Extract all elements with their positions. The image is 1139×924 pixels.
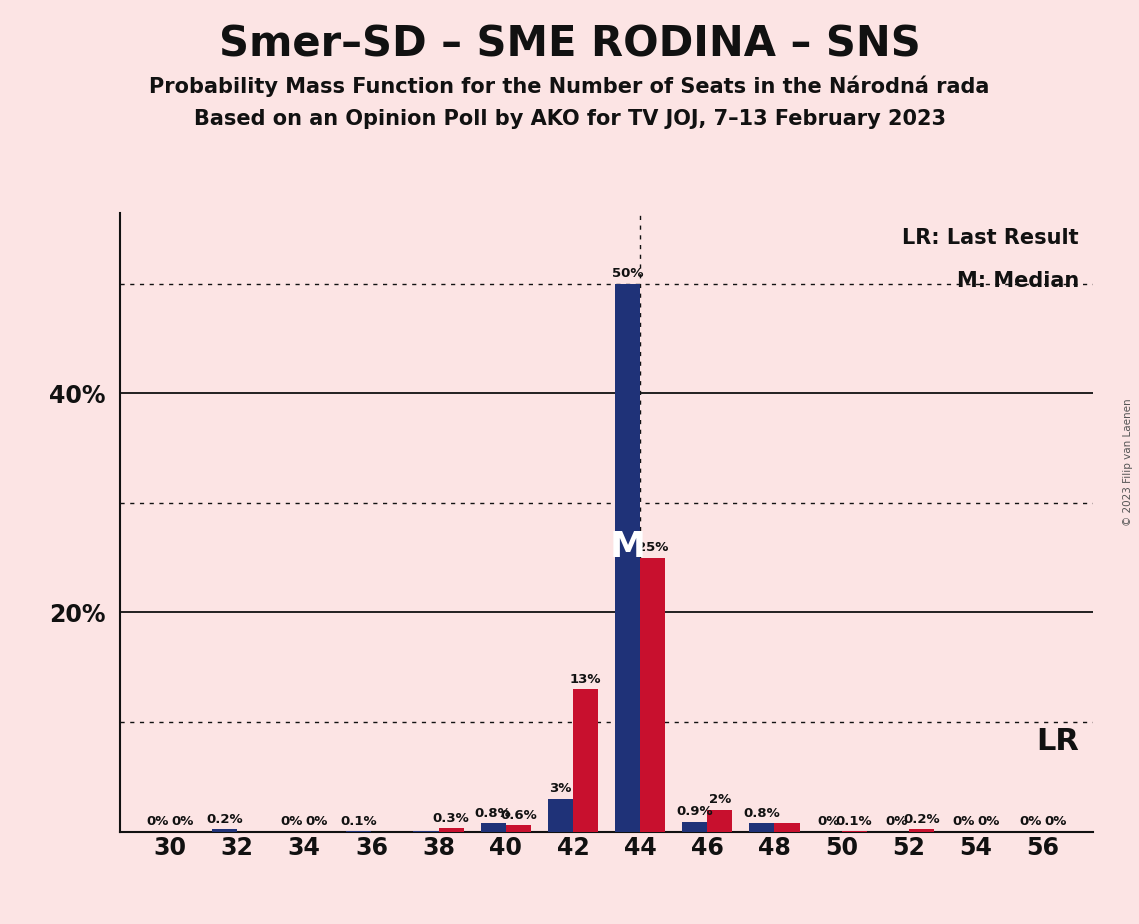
Text: 0%: 0% xyxy=(146,815,169,828)
Text: 0%: 0% xyxy=(1044,815,1067,828)
Text: 0.9%: 0.9% xyxy=(677,806,713,819)
Text: 0.2%: 0.2% xyxy=(903,813,940,826)
Text: 0.6%: 0.6% xyxy=(500,808,536,821)
Bar xyxy=(842,831,867,832)
Text: 0.8%: 0.8% xyxy=(744,807,780,820)
Text: 0%: 0% xyxy=(305,815,328,828)
Text: M: Median: M: Median xyxy=(957,272,1079,291)
Bar xyxy=(573,689,598,832)
Text: 2%: 2% xyxy=(708,794,731,807)
Text: Probability Mass Function for the Number of Seats in the Národná rada: Probability Mass Function for the Number… xyxy=(149,76,990,97)
Bar xyxy=(682,821,707,832)
Text: 0%: 0% xyxy=(280,815,303,828)
Bar xyxy=(548,798,573,832)
Bar xyxy=(707,809,732,832)
Text: 0.1%: 0.1% xyxy=(341,815,377,828)
Bar xyxy=(439,828,464,832)
Bar xyxy=(749,823,775,832)
Text: LR: LR xyxy=(1036,727,1079,757)
Text: 0%: 0% xyxy=(885,815,908,828)
Text: M: M xyxy=(609,529,646,564)
Text: 0%: 0% xyxy=(1019,815,1042,828)
Text: 25%: 25% xyxy=(637,541,669,554)
Bar xyxy=(506,825,531,832)
Bar xyxy=(615,284,640,832)
Bar xyxy=(640,558,665,832)
Text: 0%: 0% xyxy=(171,815,194,828)
Text: LR: Last Result: LR: Last Result xyxy=(902,228,1079,248)
Text: 0%: 0% xyxy=(977,815,1000,828)
Text: 0%: 0% xyxy=(818,815,841,828)
Bar xyxy=(775,823,800,832)
Text: 0.8%: 0.8% xyxy=(475,807,511,820)
Text: 0%: 0% xyxy=(952,815,975,828)
Bar xyxy=(212,830,237,832)
Bar xyxy=(909,830,934,832)
Text: 0.3%: 0.3% xyxy=(433,812,469,825)
Bar xyxy=(481,823,506,832)
Bar xyxy=(346,831,371,832)
Text: 0.2%: 0.2% xyxy=(206,813,243,826)
Text: © 2023 Filip van Laenen: © 2023 Filip van Laenen xyxy=(1123,398,1133,526)
Text: Smer–SD – SME RODINA – SNS: Smer–SD – SME RODINA – SNS xyxy=(219,23,920,65)
Text: 0.1%: 0.1% xyxy=(836,815,872,828)
Text: 50%: 50% xyxy=(612,267,644,281)
Text: 13%: 13% xyxy=(570,673,601,686)
Text: 3%: 3% xyxy=(549,783,572,796)
Bar xyxy=(413,831,439,832)
Text: Based on an Opinion Poll by AKO for TV JOJ, 7–13 February 2023: Based on an Opinion Poll by AKO for TV J… xyxy=(194,109,945,129)
